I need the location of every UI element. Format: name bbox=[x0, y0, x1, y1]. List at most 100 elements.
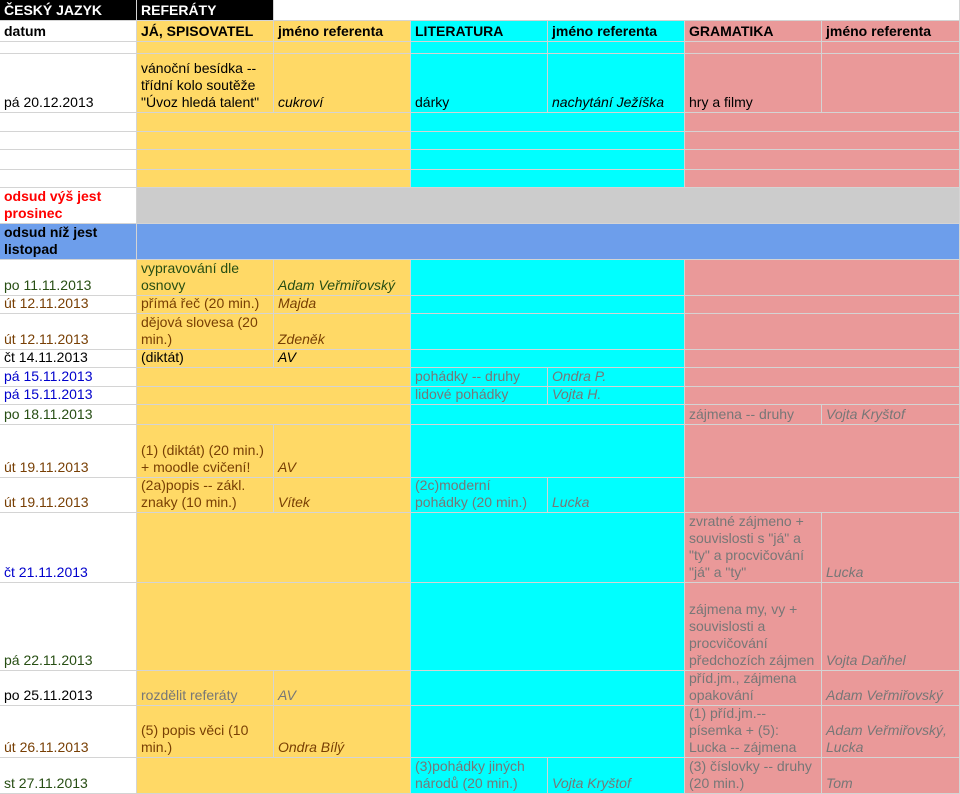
cell-datum[interactable]: út 26.11.2013 bbox=[0, 706, 137, 758]
cell-spisovatel[interactable] bbox=[137, 513, 411, 583]
cell-literatura[interactable]: lidové pohádky bbox=[411, 387, 548, 405]
cell-spis-ref[interactable]: Ondra Bílý bbox=[274, 706, 411, 758]
col-header-datum[interactable]: datum bbox=[0, 21, 137, 42]
cell-gramatika[interactable]: (1) příd.jm.-- písemka + (5): Lucka -- z… bbox=[685, 706, 822, 758]
cell-literatura[interactable]: pohádky -- druhy bbox=[411, 368, 548, 387]
cell-empty[interactable] bbox=[137, 113, 411, 132]
header-cesky-jazyk[interactable]: ČESKÝ JAZYK bbox=[0, 0, 137, 21]
cell-empty[interactable] bbox=[0, 113, 137, 132]
separator-listopad-bar[interactable] bbox=[137, 224, 960, 260]
cell-datum[interactable]: pá 22.11.2013 bbox=[0, 583, 137, 671]
header-referaty[interactable]: REFERÁTY bbox=[137, 0, 274, 21]
cell-spisovatel[interactable]: (2a)popis -- zákl. znaky (10 min.) bbox=[137, 478, 274, 513]
cell-empty[interactable] bbox=[411, 170, 685, 188]
cell-spis-ref[interactable]: AV bbox=[274, 425, 411, 478]
cell-literatura[interactable] bbox=[411, 405, 685, 425]
cell-empty[interactable] bbox=[685, 170, 960, 188]
cell-gramatika[interactable]: zájmena -- druhy bbox=[685, 405, 822, 425]
cell-empty[interactable] bbox=[137, 150, 411, 170]
cell-datum[interactable]: čt 21.11.2013 bbox=[0, 513, 137, 583]
cell-empty[interactable] bbox=[137, 170, 411, 188]
cell-gramatika[interactable] bbox=[685, 350, 960, 368]
cell-gramatika[interactable]: příd.jm., zájmena opakování bbox=[685, 671, 822, 706]
cell-empty[interactable] bbox=[0, 42, 137, 54]
cell-lit-ref[interactable]: Vojta H. bbox=[548, 387, 685, 405]
cell-datum[interactable]: út 12.11.2013 bbox=[0, 314, 137, 350]
cell-lit-dec[interactable]: dárky bbox=[411, 54, 548, 113]
cell-datum[interactable]: pá 15.11.2013 bbox=[0, 368, 137, 387]
cell-spis-ref[interactable]: Zdeněk bbox=[274, 314, 411, 350]
cell-gram-ref[interactable]: Tom bbox=[822, 758, 960, 794]
separator-prosinec-label[interactable]: odsud výš jest prosinec bbox=[0, 188, 137, 224]
cell-empty[interactable] bbox=[274, 42, 411, 54]
cell-gramatika[interactable]: zvratné zájmeno + souvislosti s "já" a "… bbox=[685, 513, 822, 583]
cell-literatura[interactable]: (3)pohádky jiných národů (20 min.) bbox=[411, 758, 548, 794]
cell-spis-ref[interactable]: Adam Veřmiřovský bbox=[274, 260, 411, 296]
cell-datum[interactable]: út 19.11.2013 bbox=[0, 425, 137, 478]
col-header-literatura[interactable]: LITERATURA bbox=[411, 21, 548, 42]
cell-datum[interactable]: po 18.11.2013 bbox=[0, 405, 137, 425]
cell-spisovatel[interactable] bbox=[137, 387, 411, 405]
cell-gram-dec[interactable]: hry a filmy bbox=[685, 54, 822, 113]
cell-gramatika[interactable] bbox=[685, 478, 960, 513]
cell-literatura[interactable] bbox=[411, 260, 685, 296]
col-header-gram-ref[interactable]: jméno referenta bbox=[822, 21, 960, 42]
cell-lit-ref-dec[interactable]: nachytání Ježíška bbox=[548, 54, 685, 113]
col-header-spis-ref[interactable]: jméno referenta bbox=[274, 21, 411, 42]
cell-gramatika[interactable] bbox=[685, 387, 960, 405]
cell-datum-dec[interactable]: pá 20.12.2013 bbox=[0, 54, 137, 113]
cell-datum[interactable]: čt 14.11.2013 bbox=[0, 350, 137, 368]
cell-spisovatel[interactable] bbox=[137, 758, 411, 794]
cell-gram-ref[interactable]: Adam Veřmiřovský, Lucka bbox=[822, 706, 960, 758]
separator-listopad-label[interactable]: odsud níž jest listopad bbox=[0, 224, 137, 260]
cell-gramatika[interactable] bbox=[685, 260, 960, 296]
cell-empty[interactable] bbox=[0, 132, 137, 150]
cell-spis-ref[interactable]: AV bbox=[274, 350, 411, 368]
cell-spisovatel[interactable] bbox=[137, 405, 411, 425]
cell-gramatika[interactable] bbox=[685, 425, 960, 478]
cell-spis-ref[interactable]: Majda bbox=[274, 296, 411, 314]
cell-literatura[interactable] bbox=[411, 671, 685, 706]
cell-datum[interactable]: po 25.11.2013 bbox=[0, 671, 137, 706]
cell-empty[interactable] bbox=[548, 42, 685, 54]
cell-gram-ref[interactable]: Lucka bbox=[822, 513, 960, 583]
cell-datum[interactable]: st 27.11.2013 bbox=[0, 758, 137, 794]
cell-empty[interactable] bbox=[411, 42, 548, 54]
cell-datum[interactable]: po 11.11.2013 bbox=[0, 260, 137, 296]
cell-literatura[interactable]: (2c)moderní pohádky (20 min.) bbox=[411, 478, 548, 513]
cell-datum[interactable]: út 19.11.2013 bbox=[0, 478, 137, 513]
cell-empty[interactable] bbox=[0, 170, 137, 188]
cell-empty[interactable] bbox=[411, 113, 685, 132]
cell-empty[interactable] bbox=[0, 150, 137, 170]
cell-lit-ref[interactable]: Vojta Kryštof bbox=[548, 758, 685, 794]
cell-spisovatel[interactable] bbox=[137, 368, 411, 387]
cell-gramatika[interactable] bbox=[685, 314, 960, 350]
cell-datum[interactable]: út 12.11.2013 bbox=[0, 296, 137, 314]
cell-gramatika[interactable]: (3) číslovky -- druhy (20 min.) bbox=[685, 758, 822, 794]
cell-spisovatel[interactable]: dějová slovesa (20 min.) bbox=[137, 314, 274, 350]
cell-gramatika[interactable] bbox=[685, 296, 960, 314]
col-header-spisovatel[interactable]: JÁ, SPISOVATEL bbox=[137, 21, 274, 42]
cell-empty[interactable] bbox=[137, 42, 274, 54]
cell-lit-ref[interactable]: Ondra P. bbox=[548, 368, 685, 387]
cell-literatura[interactable] bbox=[411, 350, 685, 368]
cell-spis-ref[interactable]: AV bbox=[274, 671, 411, 706]
cell-spisovatel[interactable]: (diktát) bbox=[137, 350, 274, 368]
cell-gramatika[interactable] bbox=[685, 368, 960, 387]
cell-literatura[interactable] bbox=[411, 296, 685, 314]
cell-spisovatel[interactable]: (5) popis věci (10 min.) bbox=[137, 706, 274, 758]
cell-empty[interactable] bbox=[411, 150, 685, 170]
cell-spisovatel-dec[interactable]: vánoční besídka -- třídní kolo soutěže "… bbox=[137, 54, 274, 113]
cell-empty[interactable] bbox=[137, 132, 411, 150]
cell-spisovatel[interactable]: rozdělit referáty bbox=[137, 671, 274, 706]
cell-empty[interactable] bbox=[411, 132, 685, 150]
col-header-gramatika[interactable]: GRAMATIKA bbox=[685, 21, 822, 42]
separator-prosinec-bar[interactable] bbox=[137, 188, 960, 224]
cell-spisovatel[interactable]: (1) (diktát) (20 min.) + moodle cvičení! bbox=[137, 425, 274, 478]
cell-spisovatel[interactable]: přímá řeč (20 min.) bbox=[137, 296, 274, 314]
cell-empty[interactable] bbox=[822, 42, 960, 54]
header-empty[interactable] bbox=[274, 0, 960, 21]
cell-spisovatel[interactable]: vypravování dle osnovy bbox=[137, 260, 274, 296]
cell-literatura[interactable] bbox=[411, 583, 685, 671]
cell-empty[interactable] bbox=[685, 150, 960, 170]
